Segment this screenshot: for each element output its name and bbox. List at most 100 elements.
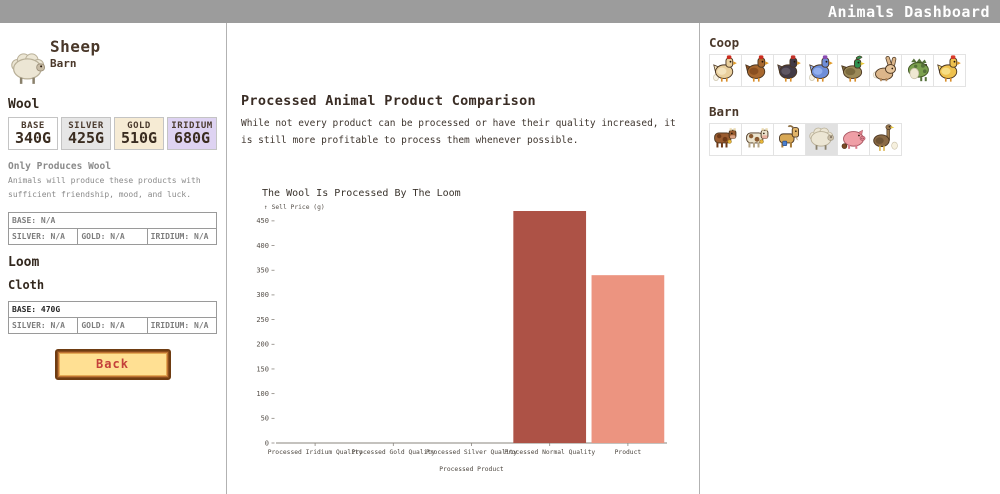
raw-product-price-table: BASE: N/A SILVER: N/A GOLD: N/A IRIDIUM:… [7,211,218,245]
animal-building-label: Barn [50,57,77,70]
raw-price-cell-base: BASE: N/A [8,211,217,229]
raw-price-cell-gold: GOLD: N/A [77,227,148,245]
processed-price-cell-base: BASE: 470G [8,300,217,318]
cell-value: N/A [40,215,56,225]
animal-cell-void-chicken[interactable] [773,54,806,87]
tier-price: 340G [14,129,52,147]
svg-text:150: 150 [256,366,269,374]
svg-text:250: 250 [256,316,269,324]
svg-text:Processed Product: Processed Product [439,466,504,473]
animal-detail-panel: Sheep Barn Wool BASE 340G SILVER 425G GO… [0,23,227,494]
animal-cell-white-cow[interactable] [741,123,774,156]
sheep-icon [8,47,48,87]
tier-label: IRIDIUM [171,121,213,131]
price-tile-gold: GOLD 510G [114,117,164,150]
svg-text:350: 350 [256,267,269,275]
cell-label: BASE: [12,215,37,225]
white-cow-icon [743,123,772,156]
price-tile-silver: SILVER 425G [61,117,111,150]
animal-cell-ostrich[interactable] [869,123,902,156]
svg-text:400: 400 [256,242,269,250]
coop-heading: Coop [709,35,740,50]
product-name-heading: Wool [8,97,40,112]
animal-cell-goat[interactable] [773,123,806,156]
cell-value: N/A [194,231,209,241]
svg-text:Processed Iridium Quality: Processed Iridium Quality [268,449,363,456]
svg-text:300: 300 [256,291,269,299]
price-tile-row: BASE 340G SILVER 425G GOLD 510G IRIDIUM … [8,117,217,150]
page-title: Processed Animal Product Comparison [241,93,536,109]
pig-icon [839,123,868,156]
svg-text:100: 100 [256,390,269,398]
tier-label: GOLD [127,121,151,131]
raw-price-cell-iridium: IRIDIUM: N/A [146,227,218,245]
processed-price-cell-iridium: IRIDIUM: N/A [146,316,218,334]
app-title: Animals Dashboard [827,2,990,21]
cell-value: N/A [50,320,65,330]
brown-chicken-icon [743,54,772,87]
svg-text:Processed Normal Quality: Processed Normal Quality [504,449,595,456]
svg-text:Processed Gold Quality: Processed Gold Quality [352,449,436,456]
tier-price: 680G [173,129,211,147]
animal-cell-golden-chicken[interactable] [933,54,966,87]
ostrich-icon [871,123,900,156]
processed-price-cell-gold: GOLD: N/A [77,316,148,334]
coop-animal-grid [709,54,990,87]
cell-value: N/A [110,231,125,241]
svg-text:↑ Sell Price (g): ↑ Sell Price (g) [264,204,325,211]
animal-cell-brown-cow[interactable] [709,123,742,156]
price-tile-iridium: IRIDIUM 680G [167,117,217,150]
duck-icon [839,54,868,87]
price-tile-base: BASE 340G [8,117,58,150]
barn-heading: Barn [709,104,740,119]
tier-label: BASE [21,121,45,131]
cell-label: GOLD: [81,320,106,330]
rabbit-icon [871,54,900,87]
tier-price: 510G [120,129,158,147]
animal-cell-dinosaur[interactable] [901,54,934,87]
tier-label: SILVER [68,121,104,131]
animal-cell-brown-chicken[interactable] [741,54,774,87]
white-chicken-icon [711,54,740,87]
produce-note-body: Animals will produce these products with… [8,175,201,200]
svg-text:0: 0 [265,440,269,448]
animal-cell-sheep[interactable] [805,123,838,156]
animal-selector-panel: Coop [700,23,1000,494]
animal-name: Sheep [50,37,101,56]
processed-price-cell-silver: SILVER: N/A [7,316,79,334]
animal-cell-white-chicken[interactable] [709,54,742,87]
processed-product-name: Cloth [8,277,45,292]
machine-heading: Loom [8,254,40,270]
animal-cell-duck[interactable] [837,54,870,87]
sheep-icon [807,123,836,156]
raw-price-cell-silver: SILVER: N/A [7,227,79,245]
svg-text:Processed Silver Quality: Processed Silver Quality [426,449,517,456]
cell-value: N/A [194,320,209,330]
product-comparison-chart: The Wool Is Processed By The Loom ↑ Sell … [243,185,685,481]
barn-animal-grid [709,123,990,156]
animal-cell-blue-chicken[interactable] [805,54,838,87]
page-description: While not every product can be processed… [241,118,676,146]
comparison-panel: Processed Animal Product Comparison Whil… [227,23,700,494]
tier-price: 425G [67,129,105,147]
back-button[interactable]: Back [54,348,171,380]
cell-label: BASE: [12,304,37,314]
cell-label: SILVER: [12,231,46,241]
cell-label: IRIDIUM: [150,231,190,241]
animal-cell-pig[interactable] [837,123,870,156]
goat-icon [775,123,804,156]
produce-note-title: Only Produces Wool [8,160,111,172]
dinosaur-icon [903,54,932,87]
blue-chicken-icon [807,54,836,87]
svg-text:450: 450 [256,217,269,225]
back-button-label: Back [58,352,167,376]
animal-cell-rabbit[interactable] [869,54,902,87]
svg-text:200: 200 [256,341,269,349]
cell-label: IRIDIUM: [150,320,190,330]
processed-product-price-table: BASE: 470G SILVER: N/A GOLD: N/A IRIDIUM… [7,300,218,334]
cell-value: N/A [50,231,65,241]
cell-label: SILVER: [12,320,46,330]
cell-value: N/A [110,320,125,330]
void-chicken-icon [775,54,804,87]
brown-cow-icon [711,123,740,156]
